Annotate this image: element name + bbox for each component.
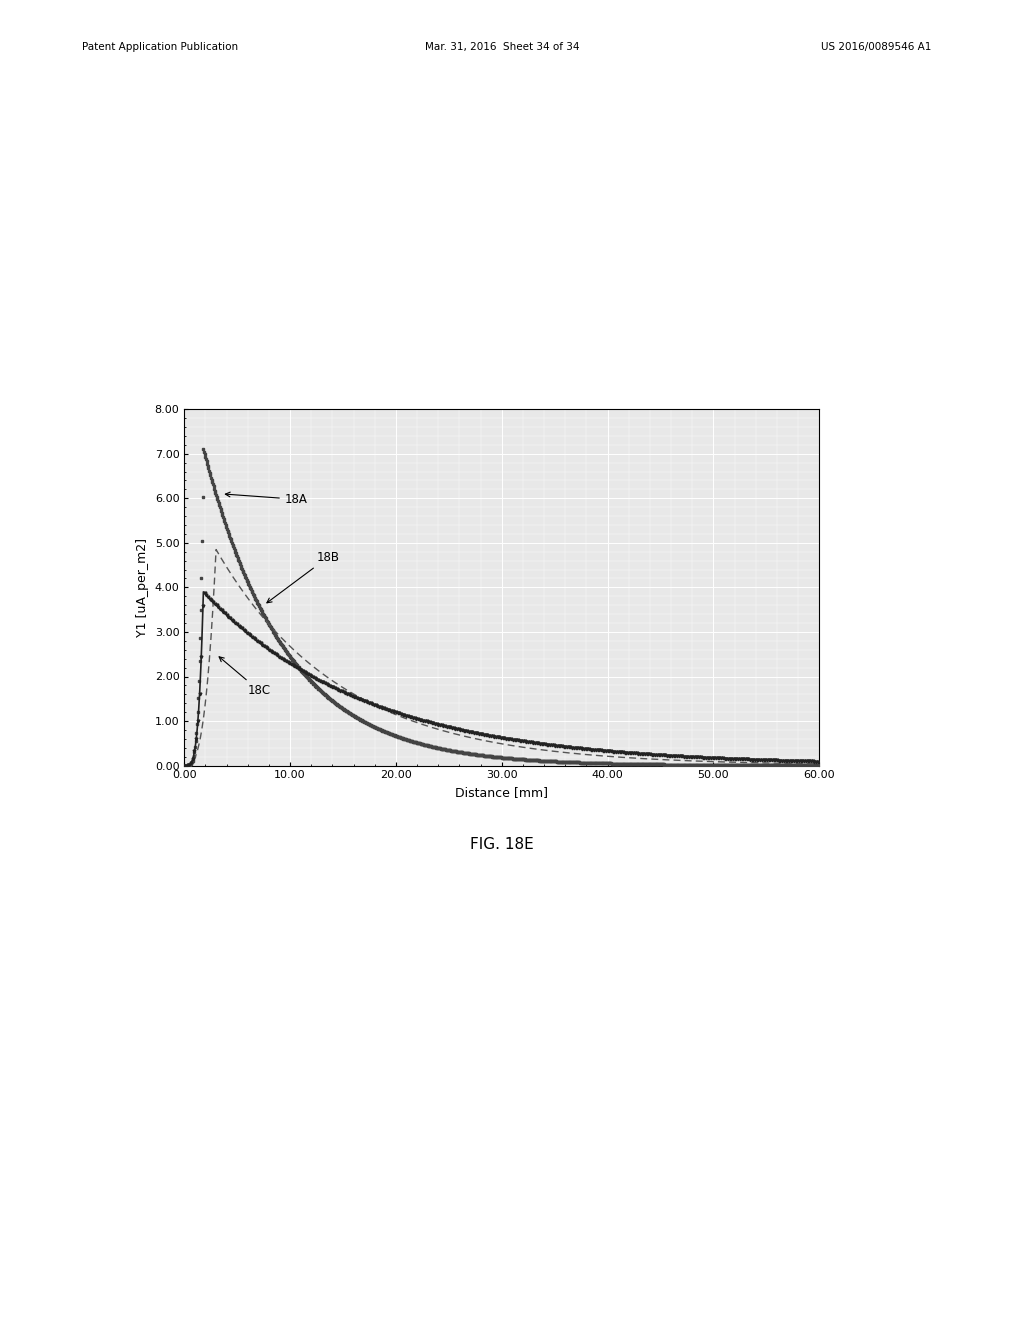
Text: 18A: 18A bbox=[225, 492, 308, 506]
Text: 18C: 18C bbox=[219, 657, 271, 697]
Text: FIG. 18E: FIG. 18E bbox=[470, 837, 534, 853]
Text: Patent Application Publication: Patent Application Publication bbox=[82, 42, 238, 53]
Text: US 2016/0089546 A1: US 2016/0089546 A1 bbox=[821, 42, 932, 53]
Y-axis label: Y1 [uA_per_m2]: Y1 [uA_per_m2] bbox=[136, 539, 150, 638]
Text: Mar. 31, 2016  Sheet 34 of 34: Mar. 31, 2016 Sheet 34 of 34 bbox=[425, 42, 579, 53]
Text: 18B: 18B bbox=[267, 550, 340, 603]
X-axis label: Distance [mm]: Distance [mm] bbox=[456, 785, 548, 799]
